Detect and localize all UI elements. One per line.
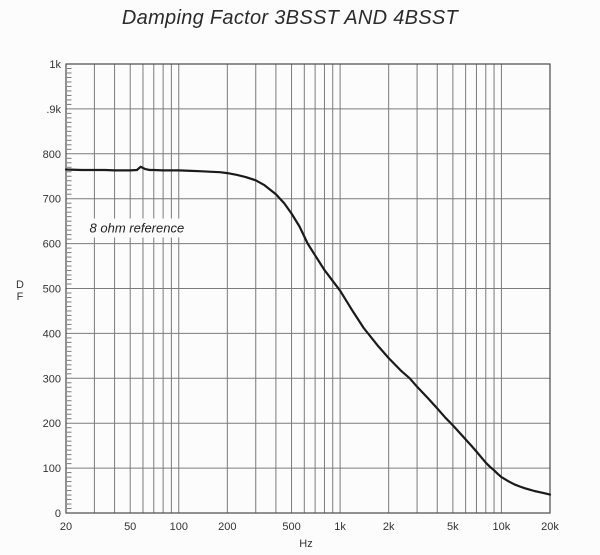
y-tick-label: 400 bbox=[43, 328, 61, 340]
x-tick-label: 1k bbox=[334, 521, 346, 533]
y-tick-label: 700 bbox=[43, 194, 61, 206]
df-curve bbox=[64, 165, 552, 496]
plot-border bbox=[65, 63, 551, 514]
y-tick-label: 600 bbox=[43, 239, 61, 251]
y-tick-label: 100 bbox=[43, 463, 61, 475]
y-axis-label-line-1: D bbox=[16, 279, 24, 291]
x-tick-label: 5k bbox=[447, 521, 459, 533]
x-tick-label: 20k bbox=[541, 521, 559, 533]
x-tick-label: 50 bbox=[124, 521, 136, 533]
x-axis-unit: Hz bbox=[299, 538, 312, 550]
y-axis-label-line-2: F bbox=[16, 291, 24, 303]
y-tick-label: 200 bbox=[43, 418, 61, 430]
y-tick-label: 0 bbox=[55, 508, 61, 520]
y-tick-label: 800 bbox=[43, 149, 61, 161]
y-axis-label: D F bbox=[11, 279, 29, 303]
x-tick-label: 500 bbox=[282, 521, 300, 533]
x-tick-label: 100 bbox=[170, 521, 188, 533]
y-tick-label: 500 bbox=[43, 284, 61, 296]
x-tick-label: 10k bbox=[493, 521, 511, 533]
x-tick-label: 200 bbox=[218, 521, 236, 533]
x-tick-label: 20 bbox=[60, 521, 72, 533]
reference-annotation: 8 ohm reference bbox=[82, 218, 192, 238]
chart-title: Damping Factor 3BSST AND 4BSST bbox=[121, 7, 459, 29]
y-tick-label: .9k bbox=[46, 104, 61, 116]
x-tick-label: 2k bbox=[383, 521, 395, 533]
y-tick-label: 300 bbox=[43, 373, 61, 385]
y-tick-label: 1k bbox=[49, 59, 61, 71]
